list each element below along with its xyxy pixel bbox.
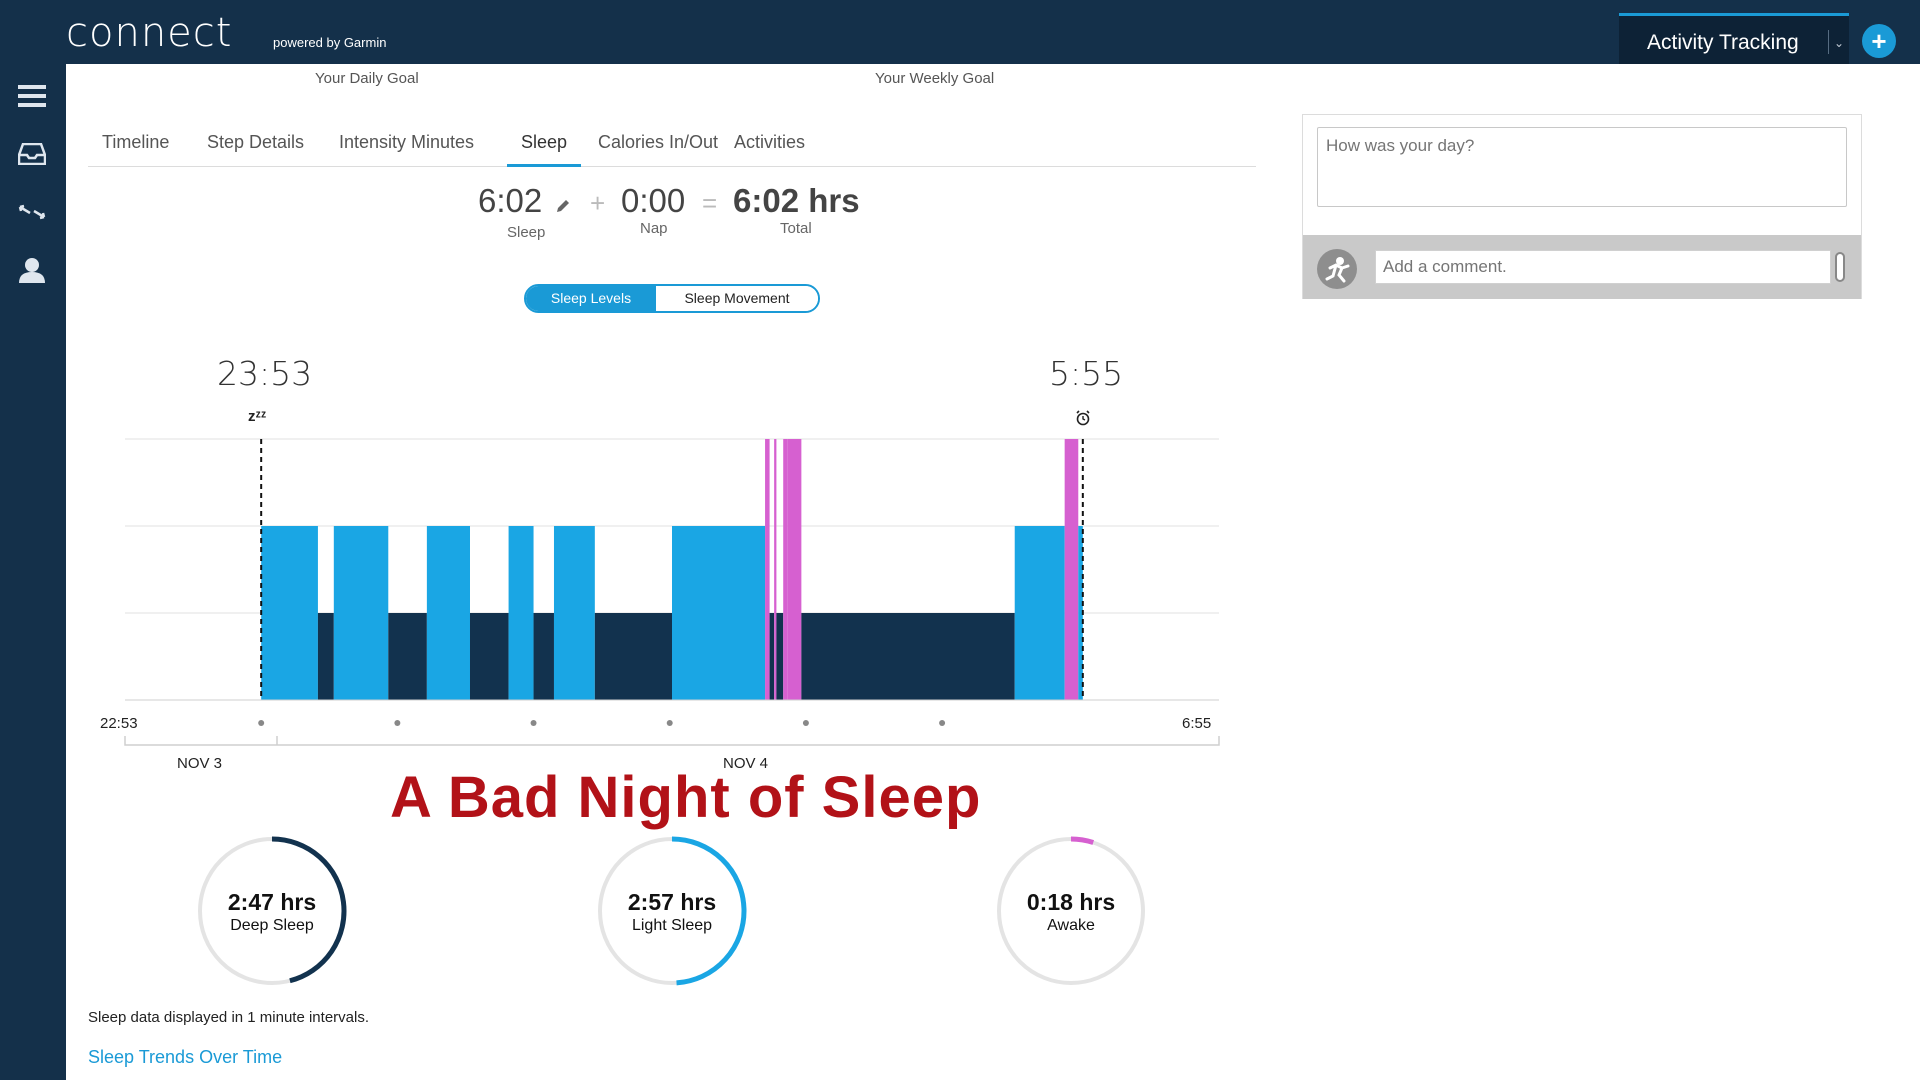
awake-value: 0:18 hrs xyxy=(1026,889,1116,915)
top-bar: connect powered by Garmin Activity Track… xyxy=(0,0,1920,64)
sleep-segment-deep xyxy=(776,613,784,700)
sleep-segment-awake xyxy=(1064,439,1079,700)
sleep-segment-light xyxy=(508,526,534,700)
sleep-segment-light xyxy=(672,526,766,700)
day-label-nov4: NOV 4 xyxy=(723,755,769,772)
nap-label: Nap xyxy=(640,220,668,237)
light-sleep-donut xyxy=(598,836,747,986)
tab-activities[interactable]: Activities xyxy=(734,132,806,152)
pencil-icon[interactable] xyxy=(555,198,571,219)
inbox-icon[interactable] xyxy=(16,138,48,170)
tab-bar: Timeline Step Details Intensity Minutes … xyxy=(88,132,1256,167)
hour-tick-dot xyxy=(666,720,673,726)
sleep-segment-deep xyxy=(769,613,775,700)
logo-subtitle: powered by Garmin xyxy=(273,35,387,50)
awake-donut xyxy=(997,836,1145,985)
connect-logo[interactable]: connect xyxy=(66,10,233,56)
sleep-movement-button[interactable]: Sleep Movement xyxy=(656,286,818,311)
hour-tick-dot xyxy=(802,720,809,726)
tab-calories[interactable]: Calories In/Out xyxy=(598,132,719,152)
equals-sign: = xyxy=(702,188,718,218)
deep-sleep-label: Deep Sleep xyxy=(230,917,314,934)
sleep-segment-deep xyxy=(533,613,554,700)
tab-sleep[interactable]: Sleep xyxy=(507,132,581,167)
ring-progress-arc xyxy=(271,836,347,984)
light-sleep-value: 2:57 hrs xyxy=(627,889,717,915)
activity-tracking-menu[interactable]: Activity Tracking ⌄ xyxy=(1619,13,1849,64)
chevron-down-icon[interactable]: ⌄ xyxy=(1834,36,1845,50)
day-label-nov3: NOV 3 xyxy=(177,755,223,772)
sleep-segment-light xyxy=(1014,526,1065,700)
sidebar xyxy=(0,64,66,1080)
sleep-segment-light xyxy=(1078,526,1083,700)
nap-value: 0:00 xyxy=(621,182,686,219)
ring-progress-arc xyxy=(671,836,747,986)
sleep-start-time: 23:53 xyxy=(217,354,313,393)
sleep-segment-light xyxy=(333,526,389,700)
tab-step-details[interactable]: Step Details xyxy=(207,132,305,152)
sleep-segment-awake xyxy=(783,439,788,700)
chart-markers xyxy=(260,439,1084,700)
avatar xyxy=(1317,249,1357,289)
sleep-levels-chart xyxy=(124,438,1220,746)
sleep-segment-awake xyxy=(774,439,777,700)
hour-tick-dot xyxy=(394,720,401,726)
sleep-trends-link[interactable]: Sleep Trends Over Time xyxy=(88,1047,283,1067)
chart-bars xyxy=(261,439,1083,700)
weekly-goal-label: Your Weekly Goal xyxy=(875,70,995,87)
tab-timeline[interactable]: Timeline xyxy=(102,132,170,152)
hour-tick-dot xyxy=(939,720,946,726)
plus-sign: + xyxy=(590,188,606,218)
sleep-start-icon: zᶻᶻ xyxy=(248,408,267,425)
user-icon[interactable] xyxy=(16,254,48,286)
total-value: 6:02 hrs xyxy=(733,182,860,219)
alarm-clock-icon xyxy=(1075,410,1091,431)
light-sleep-ring: 2:57 hrs Light Sleep xyxy=(583,833,761,989)
interval-footnote: Sleep data displayed in 1 minute interva… xyxy=(88,1009,370,1026)
hour-tick-dot xyxy=(258,720,265,726)
sleep-segment-deep xyxy=(801,613,1015,700)
add-comment-input[interactable] xyxy=(1375,250,1831,284)
daily-goal-label: Your Daily Goal xyxy=(315,70,419,87)
axis-end-label: 6:55 xyxy=(1182,715,1212,732)
sleep-segment-deep xyxy=(388,613,427,700)
sleep-segment-light xyxy=(426,526,470,700)
sleep-segment-awake xyxy=(765,439,770,700)
day-notes-input[interactable] xyxy=(1317,127,1847,207)
comment-bar xyxy=(1303,235,1861,299)
sleep-label: Sleep xyxy=(507,224,546,241)
total-label: Total xyxy=(780,220,812,237)
headline-caption: A Bad Night of Sleep xyxy=(390,765,982,830)
chart-axis xyxy=(124,699,1220,746)
awake-label: Awake xyxy=(1047,917,1095,934)
tab-intensity-minutes[interactable]: Intensity Minutes xyxy=(339,132,475,152)
sleep-segment-deep xyxy=(594,613,672,700)
main-panel: Your Daily Goal Your Weekly Goal Timelin… xyxy=(66,64,1920,1080)
comment-scrollbar[interactable] xyxy=(1835,252,1845,282)
date-bracket xyxy=(124,736,1220,746)
hamburger-menu-icon[interactable] xyxy=(16,80,48,112)
comment-panel xyxy=(1302,114,1862,299)
arrows-icon[interactable] xyxy=(16,196,48,228)
sleep-value: 6:02 xyxy=(478,182,543,219)
awake-ring: 0:18 hrs Awake xyxy=(982,833,1160,989)
sleep-segment-awake xyxy=(787,439,802,700)
sleep-view-toggle: Sleep Levels Sleep Movement xyxy=(524,284,820,313)
sleep-segment-light xyxy=(553,526,595,700)
add-button[interactable]: + xyxy=(1862,24,1896,58)
sleep-end-time: 5:55 xyxy=(1049,354,1124,393)
deep-sleep-ring: 2:47 hrs Deep Sleep xyxy=(183,833,361,989)
sleep-segment-light xyxy=(261,526,318,700)
menu-divider xyxy=(1828,30,1829,54)
sleep-segment-deep xyxy=(317,613,334,700)
deep-sleep-value: 2:47 hrs xyxy=(227,889,317,915)
axis-start-label: 22:53 xyxy=(100,715,138,732)
light-sleep-label: Light Sleep xyxy=(631,917,713,934)
sleep-segment-deep xyxy=(469,613,509,700)
ring-progress-arc xyxy=(1070,836,1095,845)
hour-tick-dot xyxy=(530,720,537,726)
deep-sleep-donut xyxy=(198,836,347,985)
activity-tracking-label: Activity Tracking xyxy=(1647,31,1799,54)
sleep-levels-button[interactable]: Sleep Levels xyxy=(526,286,656,311)
